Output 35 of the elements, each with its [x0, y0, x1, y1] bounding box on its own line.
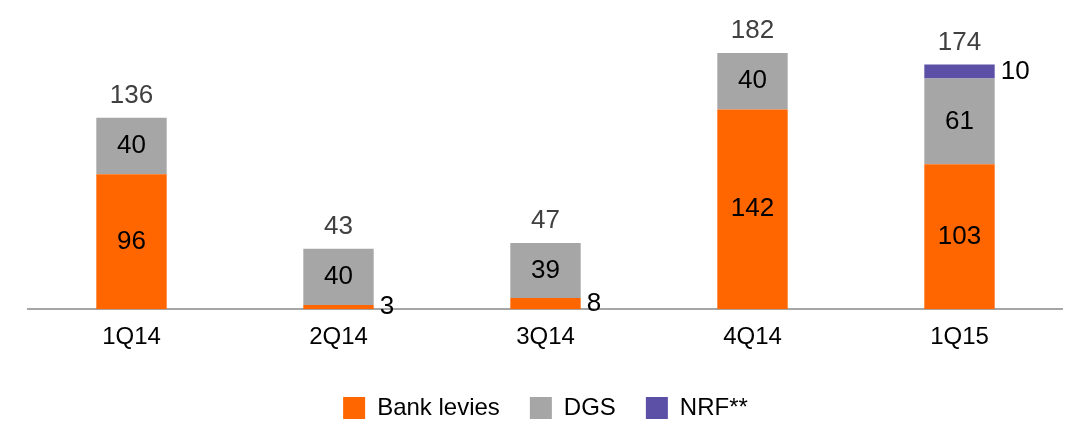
legend-label: Bank levies	[377, 392, 500, 420]
data-label: 142	[730, 192, 775, 223]
bar	[96, 174, 167, 310]
data-label: 40	[117, 129, 146, 160]
bar	[303, 304, 374, 310]
data-label: 40	[324, 260, 353, 291]
data-label: 61	[945, 104, 974, 135]
data-label: 96	[117, 224, 146, 255]
x-tick-label: 2Q14	[309, 322, 368, 350]
x-tick-label: 1Q15	[930, 322, 989, 350]
bar	[303, 248, 374, 305]
bar	[717, 109, 788, 310]
x-tick-label: 1Q14	[102, 322, 161, 350]
total-label: 136	[109, 79, 154, 110]
total-label: 182	[730, 14, 775, 45]
x-tick-label: 3Q14	[516, 322, 575, 350]
data-label: 103	[937, 219, 982, 250]
bar	[924, 164, 995, 310]
bar	[96, 117, 167, 175]
total-label: 174	[937, 25, 982, 56]
bar	[717, 53, 788, 110]
data-label: 10	[1000, 54, 1030, 85]
data-label: 3	[379, 290, 395, 321]
data-label: 8	[586, 286, 602, 317]
data-label: 40	[738, 64, 767, 95]
x-tick-label: 4Q14	[723, 322, 782, 350]
bar	[510, 297, 581, 310]
bar	[924, 78, 995, 165]
data-label: 39	[531, 253, 560, 284]
bar	[510, 243, 581, 298]
bar	[924, 64, 995, 79]
total-label: 43	[324, 209, 353, 240]
legend-label: NRF**	[679, 392, 748, 420]
legend-label: DGS	[563, 392, 616, 420]
total-label: 47	[531, 204, 560, 235]
